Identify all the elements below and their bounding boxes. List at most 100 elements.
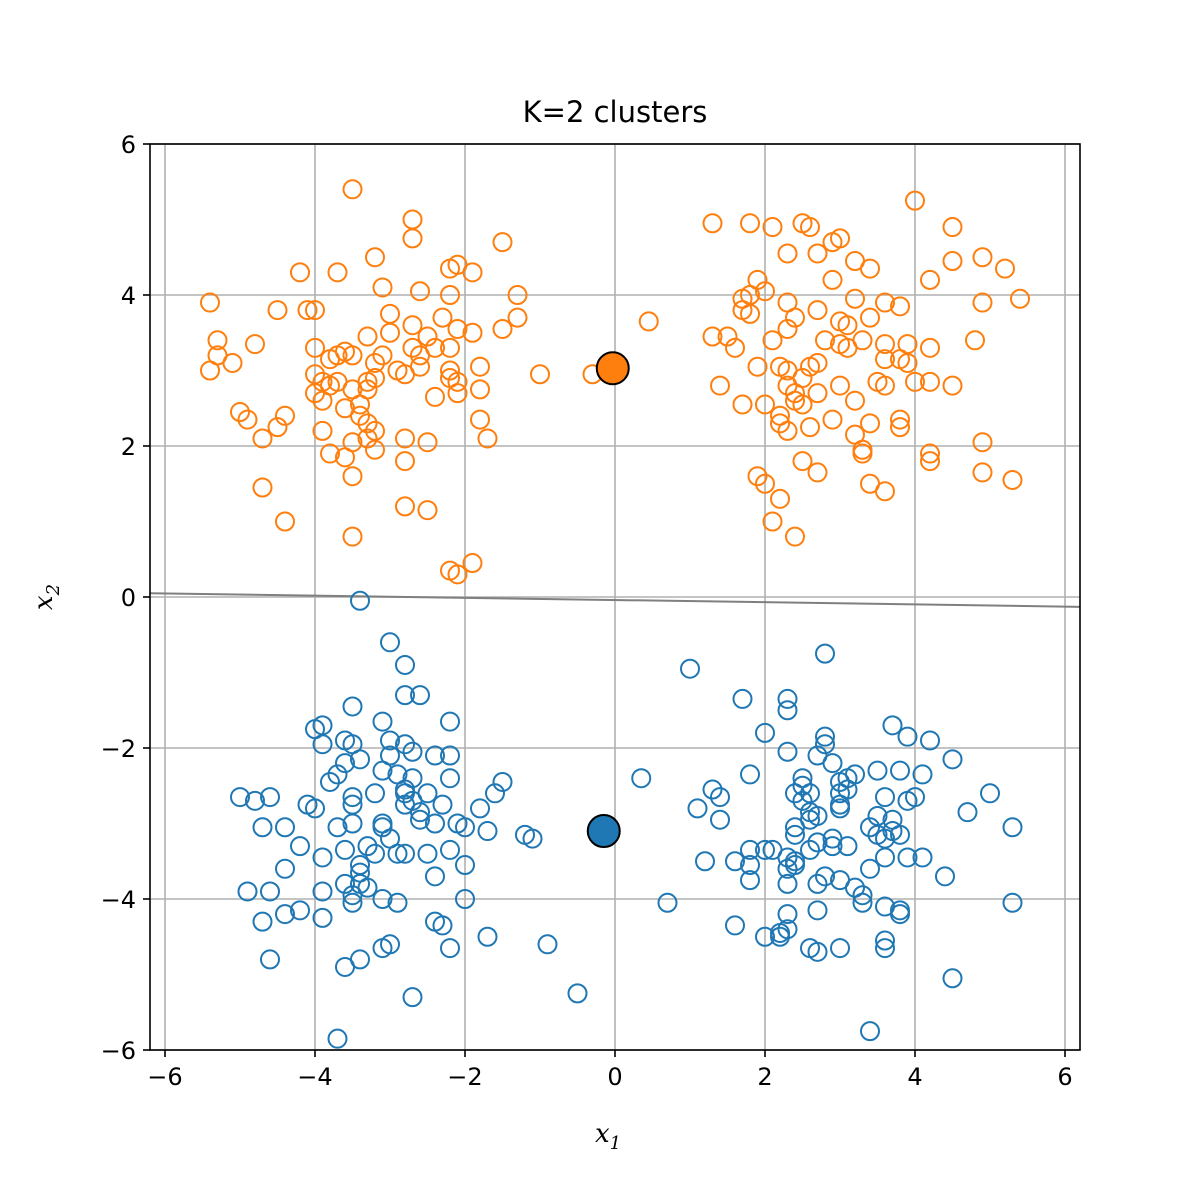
data-point [312,420,333,441]
x-axis-label: x1 [595,1119,621,1154]
cluster-2-points [230,590,1023,1049]
data-point [807,462,828,483]
data-point [1010,288,1030,309]
data-point [860,1021,880,1042]
data-point [492,232,513,253]
data-point [230,402,250,423]
data-point [477,821,498,842]
y-tick-label: 0 [121,584,136,612]
data-point [350,749,370,770]
data-point [327,817,348,838]
data-point [252,911,273,932]
data-point [852,439,873,460]
x-tick-label: 0 [607,1063,622,1091]
data-point [972,462,993,483]
data-point [387,892,408,913]
data-point [245,334,265,355]
data-point [965,330,985,351]
data-point [372,277,393,298]
data-point [350,405,370,426]
data-point [425,337,445,358]
data-point [1002,469,1023,490]
data-point [372,889,393,909]
data-point [335,956,355,977]
data-point [957,802,978,823]
data-point [222,352,243,373]
x-axis-label-main: x [595,1119,610,1149]
data-point [342,892,363,913]
data-point [312,881,333,902]
data-point [342,813,363,834]
data-point [305,300,325,321]
data-point [455,817,475,838]
data-point [822,269,843,290]
data-point [417,500,438,521]
data-point [875,375,895,396]
data-point [830,794,850,815]
data-point [860,258,880,279]
data-point [837,315,858,336]
data-point [440,285,460,305]
data-point [252,817,273,838]
y-tick-label: −4 [101,886,136,914]
data-point [942,749,963,770]
data-point [440,258,460,279]
data-point [912,764,933,785]
data-point [410,356,430,377]
data-point [740,764,760,785]
data-point [455,855,475,876]
data-point [890,824,910,845]
data-point [342,696,363,717]
data-point [897,726,918,747]
data-point [890,904,910,925]
data-point [417,843,438,864]
data-point [537,934,558,955]
data-point [792,394,813,415]
y-tick-label: 6 [121,131,136,159]
data-point [462,262,483,283]
data-point [852,892,873,913]
data-point [402,987,423,1008]
data-point [440,839,460,860]
data-point [777,858,798,879]
data-point [267,300,288,321]
data-point [440,938,460,959]
data-point [875,930,895,951]
data-point [260,787,280,808]
data-point [830,375,850,396]
data-point [942,968,963,989]
y-axis-label-subscript: 2 [43,584,64,596]
y-tick-label: −2 [101,735,136,763]
data-point [447,564,468,585]
data-point [815,643,835,664]
data-point [710,375,730,396]
data-point [920,269,940,290]
data-point [807,243,828,264]
data-points-layer [200,179,1030,1049]
data-point [372,711,393,732]
data-point [785,824,805,845]
data-point [755,839,775,860]
data-point [1002,817,1023,838]
data-point [327,1028,348,1049]
data-point [631,768,652,789]
data-point [440,337,460,358]
centroid-1 [595,351,630,386]
data-point [935,866,955,887]
data-point [830,938,850,959]
data-point [800,217,820,238]
data-point [822,409,843,430]
data-point [687,798,708,819]
data-point [275,817,295,838]
data-point [875,349,895,370]
y-tick-label: 4 [121,282,136,310]
data-point [312,847,333,868]
data-point [1002,892,1023,913]
data-point [365,439,385,460]
data-point [462,322,483,343]
data-point [777,688,798,709]
data-point [485,783,505,804]
y-tick-label: 2 [121,433,136,461]
data-point [207,330,228,351]
data-point [350,590,370,611]
